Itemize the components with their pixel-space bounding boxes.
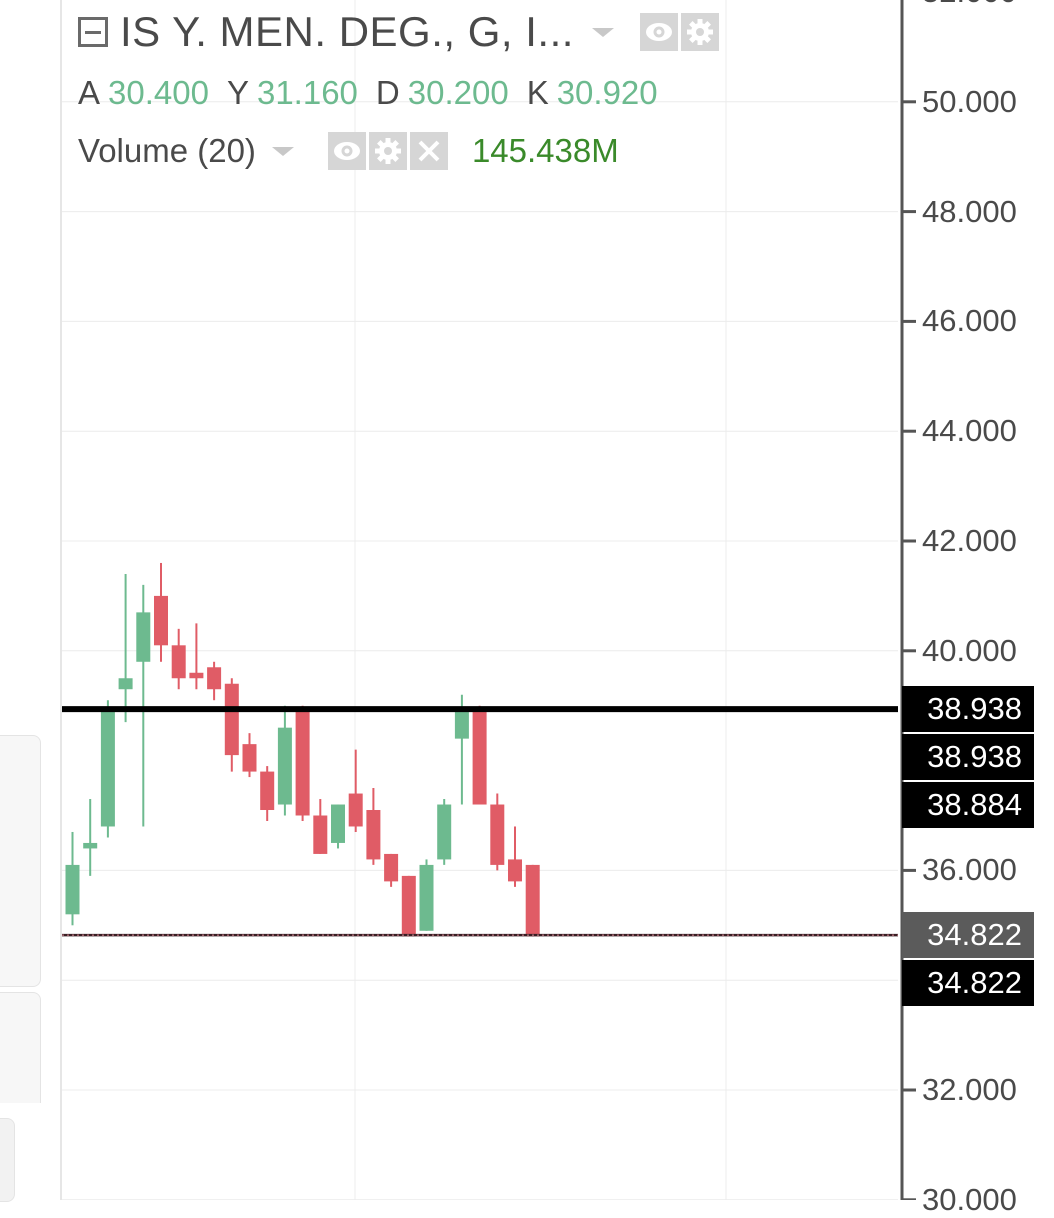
candle-body-up [331,804,345,843]
price-tag-last-price: 34.822 [902,912,1034,958]
candle-body-down [295,711,310,816]
candle-body-up [277,727,292,805]
y-tick-label: 52.000 [922,0,1017,10]
candle-body-down [472,711,487,805]
candle-body-down [224,683,239,756]
y-tick-label: 44.000 [922,413,1017,449]
candle-body-up [118,678,133,690]
candle-body-up [83,842,98,849]
candle-body-down [189,672,204,679]
candle-body-up [100,711,115,827]
gear-icon[interactable] [368,132,407,170]
price-tag-last-high: 38.884 [902,782,1034,828]
grid-lines [62,0,898,1200]
eye-icon[interactable] [327,132,366,170]
series-legend-title-row: IS Y. MEN. DEG., G, I... [78,6,719,58]
price-tag-resistance: 38.938 [902,686,1034,732]
ohlc-open-label: A [78,74,101,111]
ohlc-open-value: 30.400 [108,74,209,111]
y-tick-label: 48.000 [922,193,1017,229]
candle-body-down [242,744,257,772]
candle-body-down [313,815,328,854]
y-tick-label: 40.000 [922,632,1017,668]
gear-icon[interactable] [680,13,719,51]
horizontal-levels[interactable] [62,706,898,937]
candle-body-up [454,711,469,739]
candle-body-down [260,771,275,811]
candle-body-down [366,810,381,860]
candle-body-up [65,864,80,915]
candle-body-up [136,612,151,662]
ohlc-low-value: 30.200 [407,74,509,111]
y-tick-label: 50.000 [922,83,1017,119]
candlestick-series [65,562,540,937]
chevron-down-icon[interactable] [591,27,614,37]
price-tag-support: 34.822 [902,960,1034,1006]
candle-body-down [384,853,399,882]
ohlc-low-label: D [375,74,400,111]
left-panel-block [0,992,41,1103]
candle-body-up [419,864,434,931]
y-tick-label: 42.000 [922,523,1017,558]
eye-icon[interactable] [639,13,678,51]
chevron-down-icon[interactable] [271,146,294,156]
candle-body-down [154,595,168,646]
collapse-icon[interactable] [78,17,108,47]
y-tick-label: 36.000 [922,852,1017,888]
ohlc-high-value: 31.160 [256,74,358,111]
ohlc-values-row: A 30.400 Y 31.160 D 30.200 K 30.920 [78,72,676,114]
candle-body-down [525,864,540,937]
volume-value: 145.438M [471,132,619,169]
candle-body-down [207,667,222,690]
candle-body-down [508,859,522,882]
price-axis[interactable] [900,0,916,1200]
left-toolbar-strip [0,0,62,1202]
close-icon[interactable] [409,132,448,170]
y-tick-label: 32.000 [922,1072,1017,1107]
price-tag-resistance: 38.938 [902,734,1034,780]
ohlc-high-label: Y [226,74,249,111]
candle-body-down [490,804,505,865]
ohlc-close-value: 30.920 [556,74,658,111]
candle-body-down [401,875,416,937]
volume-indicator-row: Volume (20) 145.438M [78,128,619,174]
ohlc-close-label: K [526,74,549,111]
left-panel-block [0,735,41,987]
symbol-title[interactable]: IS Y. MEN. DEG., G, I... [120,8,574,55]
y-tick-label: 46.000 [922,303,1017,339]
candle-body-up [437,804,452,860]
volume-indicator-label[interactable]: Volume (20) [78,132,256,169]
candle-body-down [171,645,186,679]
candle-body-down [348,793,363,827]
